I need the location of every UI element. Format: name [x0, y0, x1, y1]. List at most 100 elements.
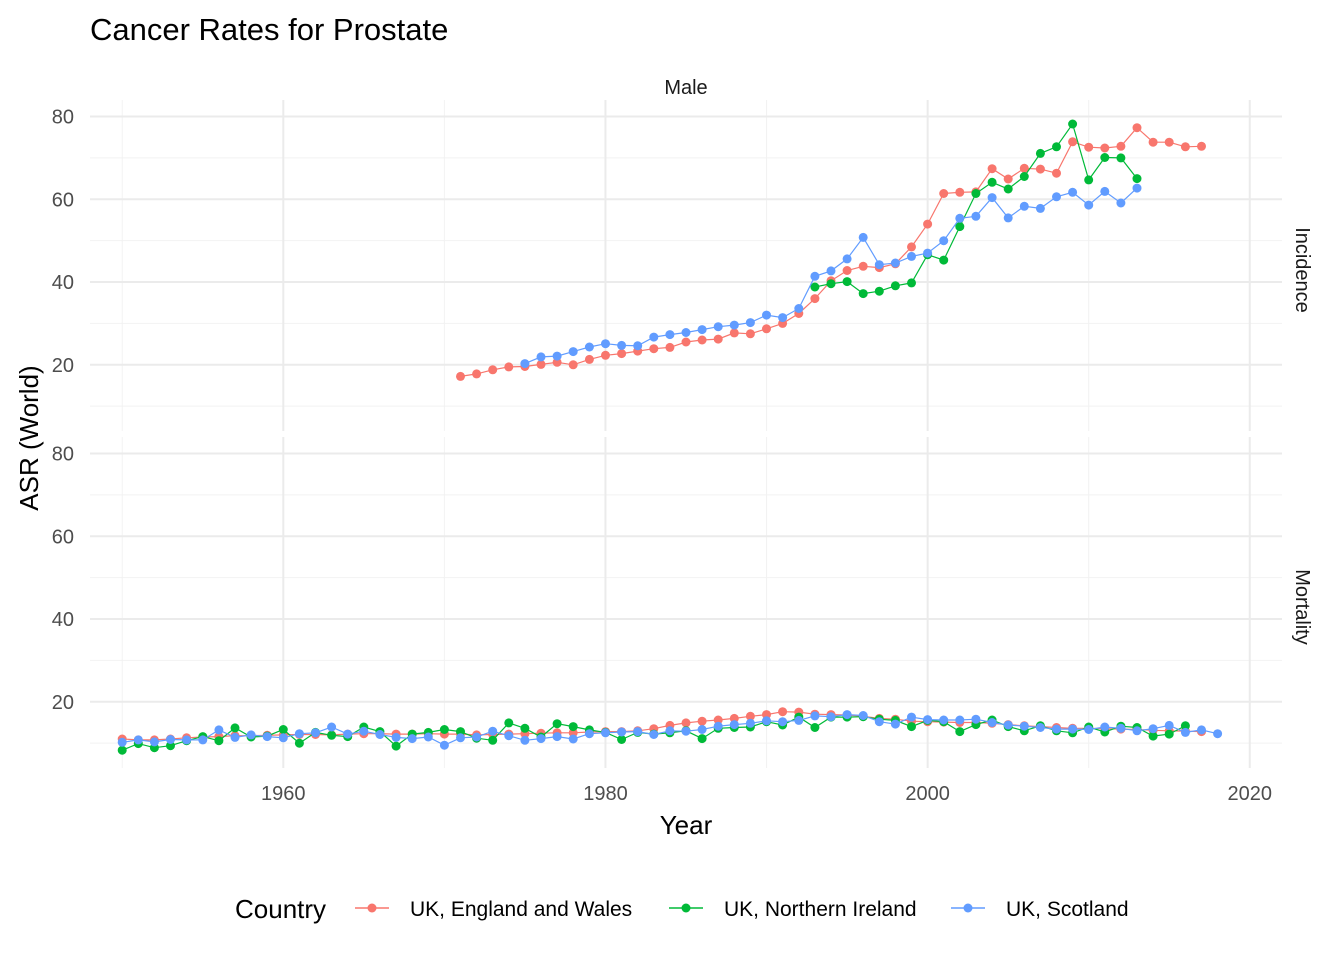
data-point — [504, 731, 514, 741]
facet-strip-male: Male — [664, 77, 707, 99]
data-point — [1068, 119, 1078, 129]
data-point — [1100, 153, 1110, 162]
data-point — [762, 710, 771, 720]
data-point — [907, 278, 916, 288]
data-point — [439, 740, 449, 750]
legend-key-point — [963, 903, 973, 913]
data-point — [1164, 137, 1174, 147]
data-point — [729, 328, 739, 338]
data-point — [1116, 141, 1126, 151]
data-point — [1068, 724, 1078, 734]
y-tick-label: 40 — [52, 609, 74, 631]
data-point — [456, 727, 465, 737]
data-point — [617, 349, 627, 359]
data-point — [584, 342, 594, 352]
strip-mortality: Mortality — [1291, 569, 1313, 645]
data-point — [536, 352, 546, 362]
data-point — [874, 260, 884, 270]
data-point — [923, 219, 933, 229]
data-point — [1003, 184, 1013, 194]
data-point — [166, 741, 175, 751]
data-point — [584, 729, 594, 739]
data-point — [294, 729, 304, 739]
data-point — [1052, 724, 1061, 734]
data-point — [697, 725, 707, 734]
data-point — [697, 734, 707, 744]
data-point — [1003, 174, 1013, 184]
data-point — [1035, 164, 1045, 174]
data-point — [762, 324, 771, 334]
data-point — [697, 335, 707, 345]
data-point — [665, 330, 675, 340]
data-point — [568, 347, 578, 357]
data-point — [327, 722, 337, 732]
data-point — [681, 328, 691, 337]
data-point — [649, 332, 659, 342]
data-point — [214, 736, 224, 746]
data-point — [729, 320, 739, 330]
data-point — [955, 187, 965, 197]
data-point — [552, 719, 562, 729]
data-point — [939, 189, 949, 198]
data-point — [987, 193, 997, 203]
data-point — [1084, 200, 1094, 210]
x-tick-label: 1980 — [583, 783, 628, 805]
data-point — [1068, 137, 1078, 147]
data-point — [858, 711, 868, 720]
data-point — [810, 711, 820, 721]
data-point — [745, 718, 755, 728]
data-point — [745, 711, 755, 721]
legend-key-point — [681, 903, 691, 913]
data-point — [1116, 723, 1126, 733]
data-point — [826, 712, 836, 722]
data-point — [745, 329, 755, 339]
data-point — [713, 715, 723, 725]
data-point — [1213, 729, 1223, 739]
data-point — [939, 255, 949, 265]
data-point — [697, 325, 707, 335]
data-point — [810, 282, 820, 292]
data-point — [665, 342, 675, 352]
legend-label: UK, Scotland — [1006, 898, 1129, 921]
panel-incidence: 20 40 60 80 — [52, 100, 1282, 431]
data-point — [166, 735, 175, 744]
data-point — [1116, 198, 1126, 208]
data-point — [568, 360, 578, 370]
data-point — [1084, 175, 1094, 185]
data-point — [794, 715, 804, 725]
data-point — [1164, 729, 1174, 739]
data-point — [617, 735, 627, 744]
data-point — [842, 266, 852, 275]
x-tick-label: 2020 — [1228, 783, 1273, 805]
data-point — [665, 726, 675, 736]
data-point — [149, 737, 159, 747]
data-point — [520, 723, 530, 733]
data-point — [939, 236, 949, 246]
data-point — [262, 732, 272, 742]
data-point — [1116, 153, 1126, 163]
data-point — [778, 717, 788, 727]
legend-key-point — [367, 903, 377, 913]
data-point — [133, 735, 143, 745]
data-point — [1068, 187, 1078, 197]
x-axis-ticks: 1960 1980 2000 2020 — [261, 783, 1272, 805]
data-point — [713, 322, 723, 332]
data-point — [504, 362, 514, 372]
data-point — [198, 735, 208, 745]
data-point — [568, 728, 578, 738]
data-point — [681, 718, 691, 728]
data-point — [874, 286, 884, 296]
y-tick-label: 60 — [52, 189, 74, 211]
y-tick-label: 40 — [52, 272, 74, 294]
data-point — [713, 334, 723, 344]
legend-item-northern-ireland: UK, Northern Ireland — [669, 898, 917, 921]
data-point — [520, 359, 530, 369]
data-point — [552, 351, 562, 361]
data-point — [568, 734, 578, 744]
data-point — [1132, 726, 1142, 736]
data-point — [955, 715, 965, 725]
data-point — [810, 723, 820, 732]
data-point — [327, 730, 337, 740]
data-point — [890, 258, 900, 268]
